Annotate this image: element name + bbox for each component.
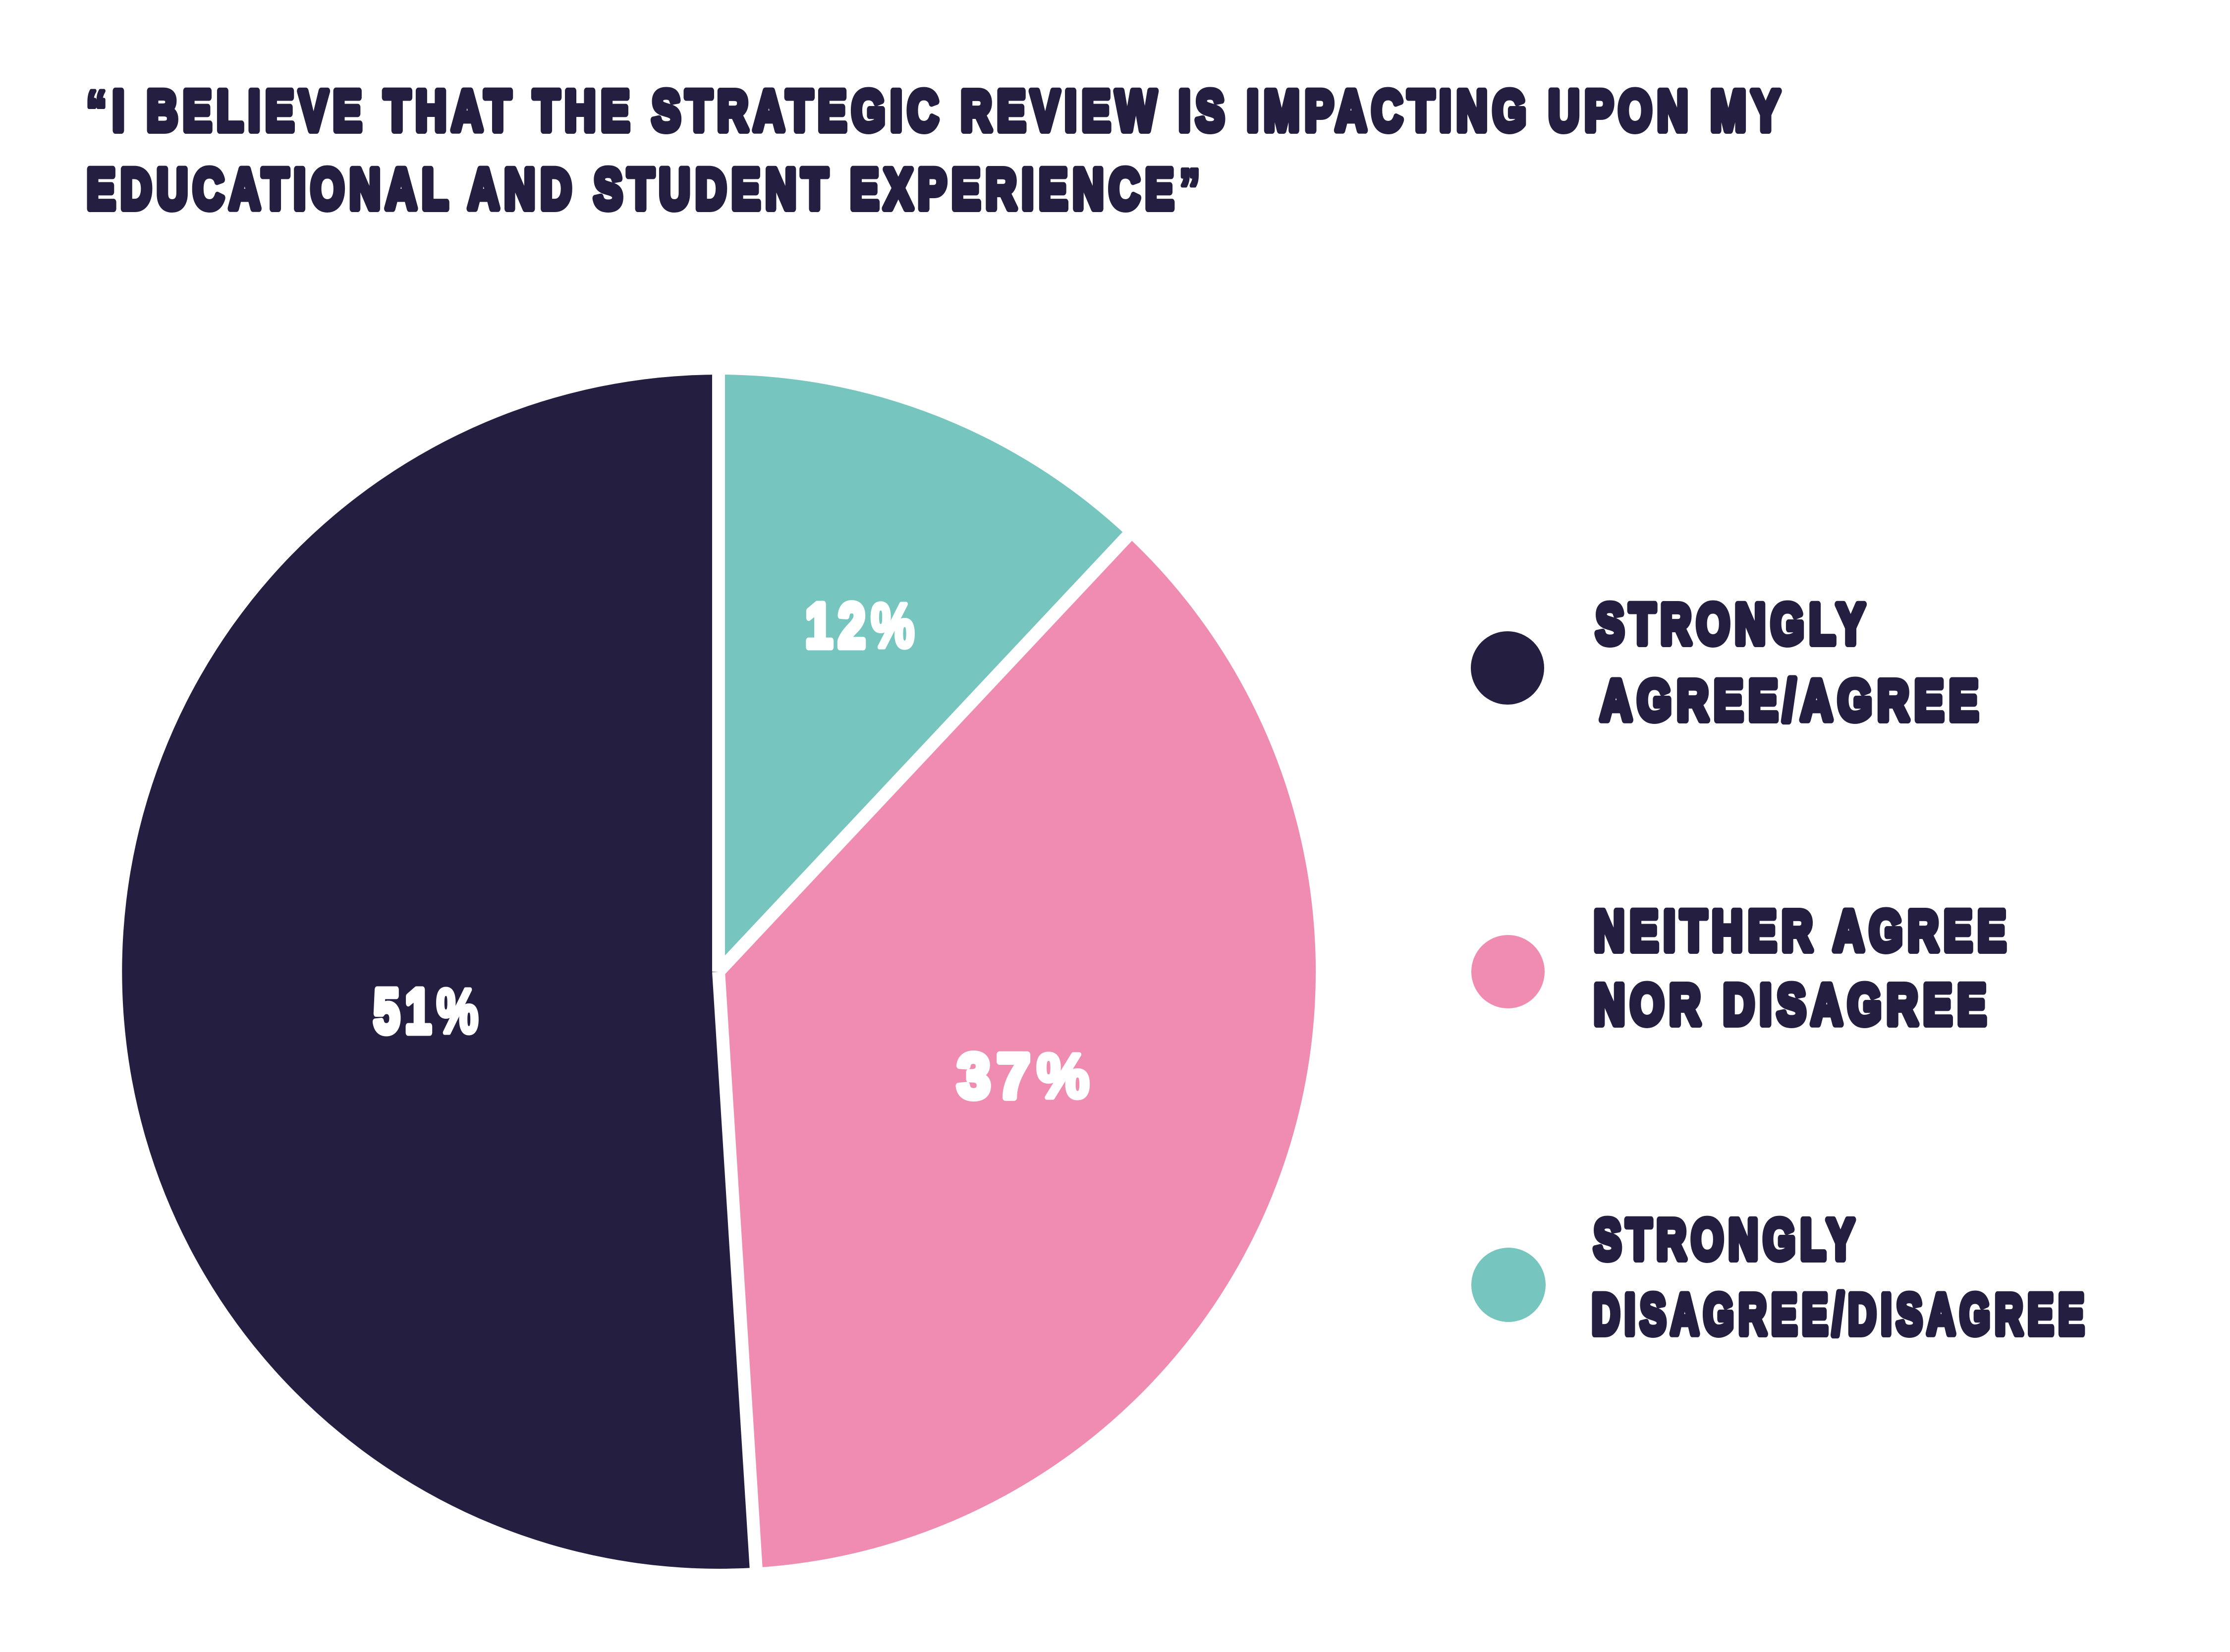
svg-text:12%: 12% — [805, 591, 920, 661]
svg-text:STRONGLY: STRONGLY — [1596, 592, 1870, 656]
svg-text:NOR DISAGREE: NOR DISAGREE — [1594, 973, 1992, 1036]
svg-text:EDUCATIONAL AND STUDENT EXPERI: EDUCATIONAL AND STUDENT EXPERIENCE” — [87, 157, 1206, 221]
svg-text:DISAGREE/DISAGREE: DISAGREE/DISAGREE — [1592, 1282, 2089, 1346]
svg-text:AGREE/AGREE: AGREE/AGREE — [1600, 668, 1984, 732]
svg-text:“I BELIEVE THAT THE STRATEGIC: “I BELIEVE THAT THE STRATEGIC REVIEW IS … — [86, 79, 1785, 143]
svg-text:51%: 51% — [374, 976, 484, 1046]
svg-text:37%: 37% — [957, 1041, 1096, 1111]
svg-text:NEITHER AGREE: NEITHER AGREE — [1594, 899, 2011, 963]
svg-text:STRONGLY: STRONGLY — [1594, 1208, 1859, 1271]
